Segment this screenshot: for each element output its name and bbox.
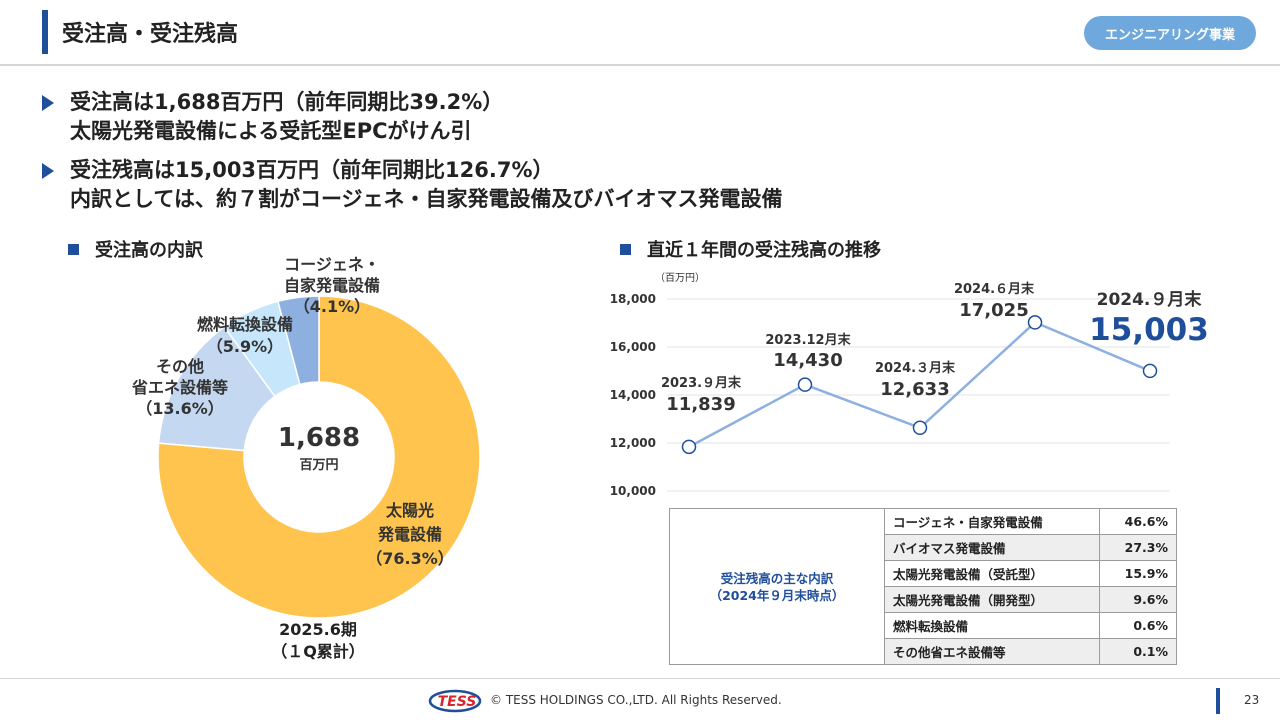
unit-label: （百万円） (655, 272, 705, 284)
breakdown-row: 燃料転換設備 0.6% (670, 612, 1177, 639)
data-point (1027, 315, 1043, 330)
donut-slice (157, 325, 276, 452)
breakdown-percent: 0.6% (1099, 612, 1177, 639)
x-category-label: 2024.６月末 (954, 281, 1035, 297)
donut-slice-label: （4.1%） (294, 297, 370, 316)
line-section-heading: 直近１年間の受注残高の推移 (620, 236, 881, 262)
breakdown-category: コージェネ・自家発電設備 (884, 508, 1100, 535)
page-title: 受注高・受注残高 (62, 22, 239, 47)
data-value-label: 17,025 (959, 300, 1028, 321)
period-label: 2025.6期 (279, 620, 357, 639)
y-tick-label: 12,000 (610, 436, 656, 450)
donut-section-heading: 受注高の内訳 (68, 236, 203, 262)
footer-divider (0, 678, 1280, 679)
donut-slice-label: その他 (156, 357, 204, 376)
bullet-order-intake: 受注高は1,688百万円（前年同期比39.2%） 太陽光発電設備による受託型EP… (42, 88, 1242, 146)
bullet-line: 受注高は1,688百万円（前年同期比39.2%） (70, 90, 504, 114)
line-heading-text: 直近１年間の受注残高の推移 (647, 240, 881, 261)
data-value-label: 12,633 (880, 379, 949, 400)
breakdown-date: （2024年９月末時点） (709, 587, 845, 603)
bullet-line: 受注残高は15,003百万円（前年同期比126.7%） (70, 158, 554, 182)
donut-slice-label: （76.3%） (366, 549, 454, 568)
header-divider (0, 64, 1280, 66)
x-category-label: 2024.９月末 (1097, 289, 1203, 310)
backlog-line-chart: （百万円） 10,000 12,000 14,000 16,000 18,000 202… (610, 272, 1209, 498)
segment-badge: エンジニアリング事業 (1084, 16, 1256, 50)
tess-logo: TESS (428, 689, 482, 713)
x-category-label: 2024.３月末 (875, 360, 956, 376)
donut-slice-label: コージェネ・ (284, 255, 380, 274)
breakdown-percent: 9.6% (1099, 586, 1177, 613)
donut-slice-label: 発電設備 (377, 525, 442, 544)
breakdown-percent: 46.6% (1099, 508, 1177, 535)
donut-slice-label: 太陽光 (385, 501, 434, 520)
data-value-label: 15,003 (1089, 312, 1209, 348)
breakdown-category: 太陽光発電設備（受託型） (884, 560, 1100, 587)
data-point (797, 377, 813, 392)
bullet-line: 太陽光発電設備による受託型EPCがけん引 (70, 119, 472, 143)
donut-slice-label: 省エネ設備等 (131, 378, 228, 397)
data-point (1142, 363, 1158, 379)
triangle-bullet-icon (42, 95, 54, 111)
page-accent-bar (1216, 688, 1220, 714)
square-bullet-icon (68, 243, 79, 255)
donut-slice (157, 295, 481, 619)
breakdown-row: その他省エネ設備等 0.1% (670, 638, 1177, 665)
breakdown-label: 受注残高の主な内訳 (720, 570, 834, 586)
page-number: 23 (1244, 693, 1260, 707)
data-point (681, 439, 697, 455)
x-category-label: 2023.12月末 (765, 332, 851, 348)
period-sublabel: （１Q累計） (271, 642, 365, 661)
donut-center-value: 1,688 (278, 423, 360, 453)
breakdown-row: バイオマス発電設備 27.3% (670, 534, 1177, 561)
summary-bullets: 受注高は1,688百万円（前年同期比39.2%） 太陽光発電設備による受託型EP… (42, 88, 1242, 224)
donut-slice-label: （5.9%） (207, 337, 283, 356)
donut-slice-label: 燃料転換設備 (197, 315, 293, 334)
title-accent-bar (42, 10, 48, 54)
breakdown-percent: 15.9% (1099, 560, 1177, 587)
donut-slice (277, 295, 320, 386)
breakdown-category: バイオマス発電設備 (884, 534, 1100, 561)
copyright-text: © TESS HOLDINGS CO.,LTD. All Rights Rese… (490, 693, 782, 707)
breakdown-row: 太陽光発電設備（受託型） 15.9% (670, 560, 1177, 587)
logo-text: TESS (438, 694, 477, 710)
y-tick-label: 14,000 (610, 388, 656, 402)
breakdown-category: 燃料転換設備 (884, 612, 1100, 639)
breakdown-label-cell: 受注残高の主な内訳 （2024年９月末時点） (669, 508, 885, 665)
bullet-line: 内訳としては、約７割がコージェネ・自家発電設備及びバイオマス発電設備 (70, 187, 783, 211)
donut-slice-label: 自家発電設備 (284, 276, 380, 295)
breakdown-category: 太陽光発電設備（開発型） (884, 586, 1100, 613)
donut-chart: 太陽光発電設備 （76.3%） その他省エネ設備等 （13.6%） 燃料転換設備 （5.9… (131, 255, 481, 661)
breakdown-percent: 0.1% (1099, 638, 1177, 665)
bullet-order-backlog: 受注残高は15,003百万円（前年同期比126.7%） 内訳としては、約７割がコ… (42, 156, 1242, 214)
data-value-label: 11,839 (666, 394, 735, 415)
data-value-label: 14,430 (773, 350, 842, 371)
backlog-breakdown-table: 受注残高の主な内訳 （2024年９月末時点） コージェネ・自家発電設備 46.6% バイ… (669, 508, 1177, 665)
y-tick-label: 18,000 (610, 292, 656, 306)
y-tick-label: 10,000 (610, 484, 656, 498)
triangle-bullet-icon (42, 163, 54, 179)
donut-slice-label: （13.6%） (136, 399, 224, 418)
donut-center-unit: 百万円 (299, 458, 338, 473)
y-tick-label: 16,000 (610, 340, 656, 354)
x-category-label: 2023.９月末 (661, 375, 742, 391)
breakdown-category: その他省エネ設備等 (884, 638, 1100, 665)
breakdown-percent: 27.3% (1099, 534, 1177, 561)
breakdown-row: 受注残高の主な内訳 （2024年９月末時点） コージェネ・自家発電設備 46.6% (669, 508, 1177, 665)
square-bullet-icon (620, 243, 631, 255)
data-point (912, 420, 928, 436)
donut-heading-text: 受注高の内訳 (95, 240, 203, 261)
